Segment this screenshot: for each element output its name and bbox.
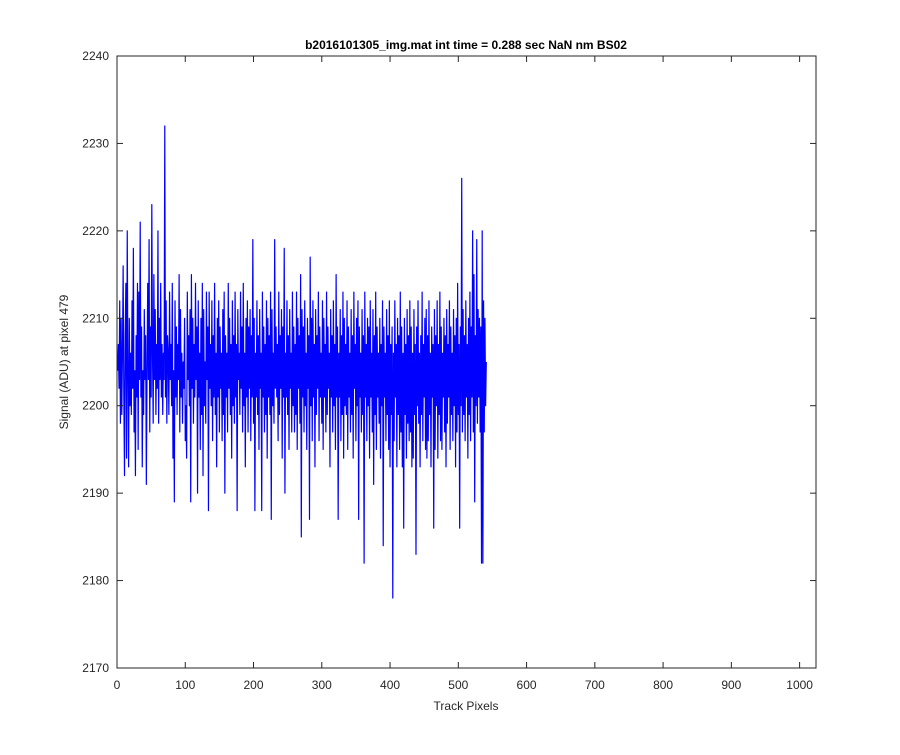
axes-box [116,55,817,669]
series-layer [117,125,487,599]
y-axis-label: Signal (ADU) at pixel 479 [57,294,71,429]
x-tick-label: 700 [585,678,605,692]
x-tick-label: 100 [175,678,195,692]
y-tick-label: 2220 [82,224,109,238]
chart-title: b2016101305_img.mat int time = 0.288 sec… [305,38,627,52]
x-tick-label: 400 [380,678,400,692]
x-tick-label: 900 [721,678,741,692]
y-tick-label: 2200 [82,399,109,413]
y-tick-label: 2210 [82,311,109,325]
x-tick-label: 1000 [786,678,813,692]
x-tick-label: 500 [448,678,468,692]
y-axis-ticks: 2170 2180 2190 2200 2210 2220 2230 2240 [82,49,816,675]
x-axis-label: Track Pixels [434,699,499,713]
x-tick-label: 300 [312,678,332,692]
y-tick-label: 2230 [82,136,109,150]
x-tick-label: 0 [114,678,121,692]
x-axis-ticks: 0 100 200 300 400 500 600 700 800 900 1000 [114,56,813,692]
y-tick-label: 2180 [82,574,109,588]
x-tick-label: 200 [244,678,264,692]
y-tick-label: 2240 [82,49,109,63]
series-line-0 [117,125,487,599]
x-tick-label: 800 [653,678,673,692]
y-tick-label: 2190 [82,486,109,500]
y-tick-label: 2170 [82,661,109,675]
x-tick-label: 600 [517,678,537,692]
